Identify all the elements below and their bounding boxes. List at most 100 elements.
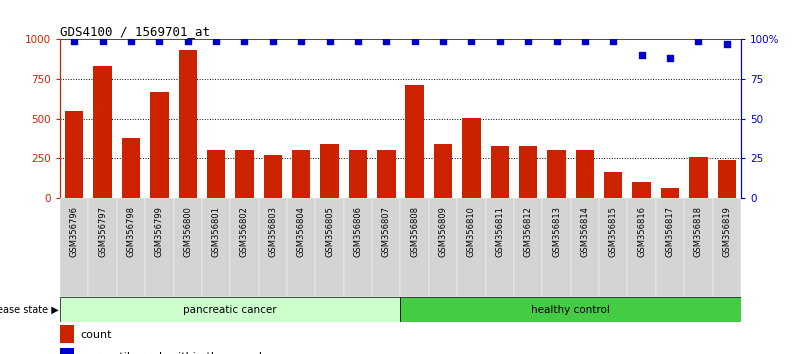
Bar xyxy=(457,198,485,297)
Point xyxy=(210,38,223,44)
Point xyxy=(692,38,705,44)
Point xyxy=(68,38,81,44)
Point xyxy=(267,38,280,44)
Point xyxy=(521,38,534,44)
Bar xyxy=(88,198,117,297)
Bar xyxy=(542,198,570,297)
Point xyxy=(635,52,648,58)
Text: disease state ▶: disease state ▶ xyxy=(0,305,59,315)
Point xyxy=(607,38,620,44)
Bar xyxy=(400,297,741,322)
Point xyxy=(153,38,166,44)
Bar xyxy=(661,188,679,198)
Text: GSM356819: GSM356819 xyxy=(723,206,731,257)
Point xyxy=(550,38,563,44)
Bar xyxy=(570,198,599,297)
Bar xyxy=(287,198,316,297)
Point xyxy=(181,38,194,44)
Text: percentile rank within the sample: percentile rank within the sample xyxy=(80,352,268,354)
Bar xyxy=(60,198,88,297)
Bar xyxy=(434,144,453,198)
Text: GSM356796: GSM356796 xyxy=(70,206,78,257)
Point xyxy=(238,38,251,44)
Text: GSM356798: GSM356798 xyxy=(127,206,135,257)
Text: GSM356813: GSM356813 xyxy=(552,206,561,257)
Point xyxy=(720,41,733,47)
Text: GSM356803: GSM356803 xyxy=(268,206,277,257)
Bar xyxy=(348,150,367,198)
Bar xyxy=(231,198,259,297)
Text: GSM356818: GSM356818 xyxy=(694,206,702,257)
Text: GSM356802: GSM356802 xyxy=(240,206,249,257)
Bar xyxy=(633,182,651,198)
Bar xyxy=(718,160,736,198)
Point xyxy=(493,38,506,44)
Text: GSM356806: GSM356806 xyxy=(353,206,362,257)
Text: healthy control: healthy control xyxy=(531,305,610,315)
Bar xyxy=(514,198,542,297)
Bar xyxy=(117,198,145,297)
Bar xyxy=(94,66,112,198)
Bar xyxy=(519,147,537,198)
Bar xyxy=(604,172,622,198)
Bar xyxy=(122,138,140,198)
Text: GSM356814: GSM356814 xyxy=(581,206,590,257)
Bar xyxy=(599,198,627,297)
Text: GSM356801: GSM356801 xyxy=(211,206,220,257)
Text: GSM356797: GSM356797 xyxy=(99,206,107,257)
Bar xyxy=(462,118,481,198)
Bar xyxy=(60,297,400,322)
Bar xyxy=(145,198,174,297)
Bar xyxy=(490,147,509,198)
Bar xyxy=(60,325,74,343)
Point xyxy=(323,38,336,44)
Text: GSM356808: GSM356808 xyxy=(410,206,419,257)
Point xyxy=(663,55,676,61)
Text: GSM356805: GSM356805 xyxy=(325,206,334,257)
Bar xyxy=(429,198,457,297)
Bar xyxy=(60,348,74,354)
Point xyxy=(409,38,421,44)
Point xyxy=(352,38,364,44)
Bar xyxy=(576,150,594,198)
Text: GSM356804: GSM356804 xyxy=(296,206,306,257)
Text: GSM356816: GSM356816 xyxy=(637,206,646,257)
Bar xyxy=(259,198,287,297)
Bar xyxy=(547,150,566,198)
Bar xyxy=(202,198,231,297)
Point xyxy=(578,38,591,44)
Bar xyxy=(320,144,339,198)
Text: pancreatic cancer: pancreatic cancer xyxy=(183,305,277,315)
Text: GSM356799: GSM356799 xyxy=(155,206,164,257)
Bar xyxy=(400,198,429,297)
Bar xyxy=(174,198,202,297)
Bar xyxy=(292,150,311,198)
Bar xyxy=(377,150,396,198)
Text: count: count xyxy=(80,330,112,339)
Bar xyxy=(150,92,168,198)
Bar xyxy=(713,198,741,297)
Bar xyxy=(485,198,514,297)
Text: GSM356807: GSM356807 xyxy=(382,206,391,257)
Bar xyxy=(656,198,684,297)
Point xyxy=(437,38,449,44)
Text: GSM356810: GSM356810 xyxy=(467,206,476,257)
Text: GSM356811: GSM356811 xyxy=(495,206,505,257)
Text: GSM356815: GSM356815 xyxy=(609,206,618,257)
Point xyxy=(96,38,109,44)
Bar xyxy=(684,198,713,297)
Bar xyxy=(372,198,400,297)
Point xyxy=(465,38,478,44)
Bar xyxy=(264,155,282,198)
Bar xyxy=(235,150,254,198)
Text: GSM356817: GSM356817 xyxy=(666,206,674,257)
Point xyxy=(295,38,308,44)
Point xyxy=(125,38,138,44)
Bar xyxy=(689,157,707,198)
Text: GDS4100 / 1569701_at: GDS4100 / 1569701_at xyxy=(60,25,210,38)
Bar xyxy=(316,198,344,297)
Text: GSM356800: GSM356800 xyxy=(183,206,192,257)
Bar xyxy=(65,111,83,198)
Text: GSM356809: GSM356809 xyxy=(439,206,448,257)
Bar xyxy=(179,50,197,198)
